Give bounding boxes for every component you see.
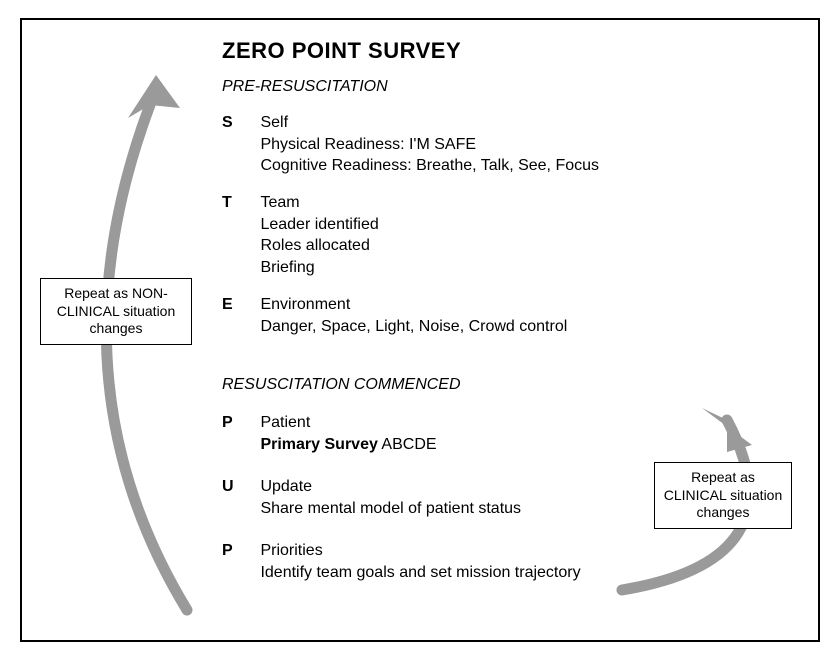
item-s-line2: Physical Readiness: I'M SAFE: [260, 136, 476, 153]
item-s-line1: Self: [260, 114, 288, 131]
item-p1-line2-rest: ABCDE: [378, 436, 437, 453]
arrow-nonclinical-icon: [32, 60, 232, 630]
item-t-content: Team Leader identified Roles allocated B…: [260, 192, 740, 278]
section-pre-resuscitation: PRE-RESUSCITATION: [222, 78, 388, 96]
item-p2-line2: Identify team goals and set mission traj…: [260, 564, 580, 581]
item-e: E Environment Danger, Space, Light, Nois…: [222, 294, 742, 337]
page-title: ZERO POINT SURVEY: [222, 38, 461, 64]
item-t-line1: Team: [260, 194, 299, 211]
item-u-line2: Share mental model of patient status: [260, 500, 521, 517]
item-t: T Team Leader identified Roles allocated…: [222, 192, 742, 278]
item-e-line1: Environment: [260, 296, 350, 313]
item-t-line3: Roles allocated: [260, 237, 369, 254]
callout-clinical: Repeat as CLINICAL situation changes: [654, 462, 792, 529]
section-resuscitation-commenced: RESUSCITATION COMMENCED: [222, 376, 461, 394]
item-p1-line2-bold: Primary Survey: [260, 436, 377, 453]
item-p2-line1: Priorities: [260, 542, 322, 559]
item-e-line2: Danger, Space, Light, Noise, Crowd contr…: [260, 318, 567, 335]
item-s: S Self Physical Readiness: I'M SAFE Cogn…: [222, 112, 742, 177]
diagram-frame: ZERO POINT SURVEY PRE-RESUSCITATION S Se…: [20, 18, 820, 642]
item-s-line3: Cognitive Readiness: Breathe, Talk, See,…: [260, 157, 599, 174]
item-p1-line1: Patient: [260, 414, 310, 431]
item-u-line1: Update: [260, 478, 312, 495]
callout-nonclinical: Repeat as NON-CLINICAL situation changes: [40, 278, 192, 345]
item-s-content: Self Physical Readiness: I'M SAFE Cognit…: [260, 112, 740, 177]
item-t-line2: Leader identified: [260, 216, 378, 233]
item-t-line4: Briefing: [260, 259, 314, 276]
item-e-content: Environment Danger, Space, Light, Noise,…: [260, 294, 740, 337]
